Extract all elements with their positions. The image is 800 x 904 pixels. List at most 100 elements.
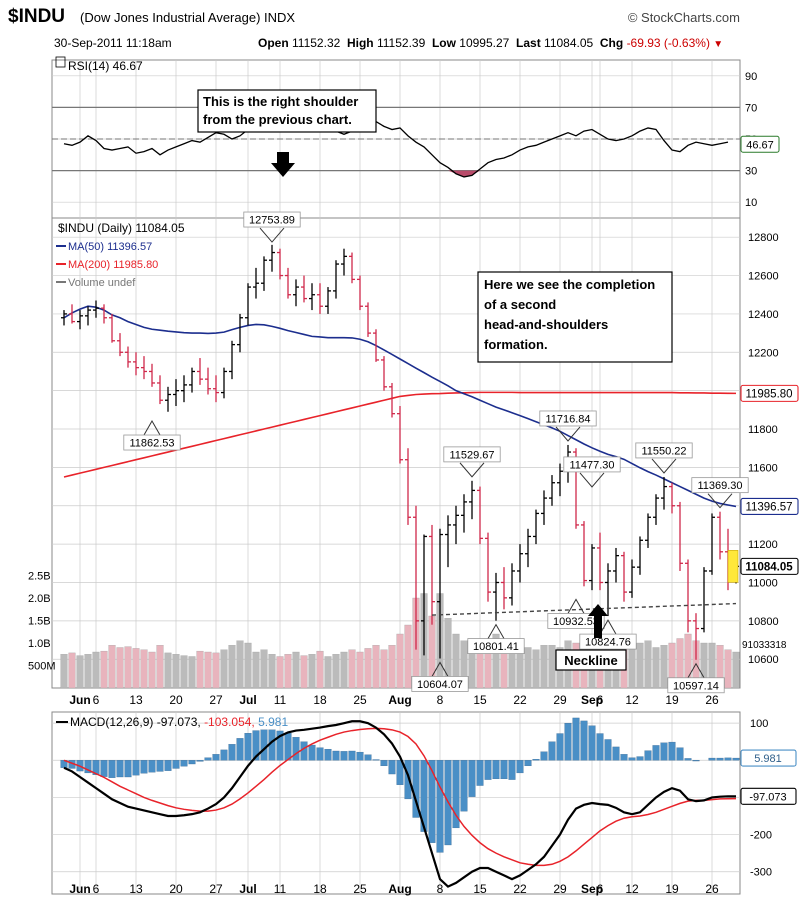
ohlc-bar <box>261 256 267 291</box>
price-tick-label: 11000 <box>748 577 778 589</box>
price-panel-frame <box>51 217 741 689</box>
ohlc-bar <box>317 283 323 314</box>
rsi-annotation-text: from the previous chart. <box>203 112 352 127</box>
ohlc-bar <box>133 352 139 376</box>
ohlc-bar <box>525 528 531 568</box>
macd-histogram-bar <box>732 757 740 761</box>
macd-histogram-bar <box>92 760 100 775</box>
ohlc-bar <box>149 363 155 387</box>
price-label: 11550.22 <box>641 445 686 457</box>
x-axis-label: 6 <box>93 882 100 896</box>
macd-histogram-bar <box>548 741 556 761</box>
x-axis-label: Aug <box>388 882 411 896</box>
ohlc-bar <box>437 528 443 659</box>
x-axis-label: 20 <box>169 882 183 896</box>
ohlc-bar <box>229 340 235 380</box>
volume-bar <box>228 645 236 689</box>
macd-histogram-bar <box>252 730 260 761</box>
macd-histogram-bar <box>460 760 468 812</box>
macd-legend-part: 5.981 <box>258 715 288 729</box>
ohlc-bar <box>237 313 243 353</box>
open-label: Open <box>258 36 289 50</box>
ohlc-bar <box>413 505 419 650</box>
ohlc-bar <box>77 310 83 330</box>
macd-histogram-bar <box>164 760 172 771</box>
x-axis-label: 26 <box>705 693 719 707</box>
ohlc-bar <box>693 613 699 660</box>
ohlc-bar <box>445 515 451 568</box>
x-axis-label: 6 <box>597 693 604 707</box>
last-value: 11084.05 <box>544 36 594 50</box>
volume-bar <box>372 645 380 689</box>
x-axis-label: Jun <box>69 693 90 707</box>
volume-bar <box>68 652 76 689</box>
rsi-oversold-fill <box>456 170 464 177</box>
ohlc-bar <box>221 367 227 399</box>
ohlc-bar <box>461 494 467 533</box>
ohlc-bar <box>349 252 355 284</box>
macd-tick-label: -200 <box>750 830 772 842</box>
macd-tag-label: -97.073 <box>749 791 786 803</box>
macd-histogram-bar <box>652 745 660 761</box>
macd-histogram-bar <box>516 760 524 774</box>
macd-histogram-bar <box>420 760 428 832</box>
ohlc-bar <box>477 486 483 545</box>
ohlc-bar <box>85 306 91 326</box>
ohlc-bar <box>333 260 339 299</box>
macd-histogram-bar <box>108 760 116 778</box>
macd-histogram-bar <box>284 733 292 761</box>
ohlc-bar <box>605 563 611 617</box>
ohlc-bar <box>109 313 115 343</box>
ohlc-bar <box>557 463 563 497</box>
volume-bar <box>116 647 124 689</box>
price-label-box <box>563 456 621 473</box>
x-axis-label: 22 <box>513 882 527 896</box>
volume-bar <box>388 645 396 689</box>
volume-bar <box>324 656 332 689</box>
ohlc-bar <box>589 544 595 591</box>
macd-histogram-bar <box>388 760 396 775</box>
volume-bar <box>548 645 556 689</box>
ohlc-bar <box>277 248 283 280</box>
price-label-leader <box>579 472 605 488</box>
volume-bar <box>332 654 340 689</box>
macd-tag-box <box>740 787 797 805</box>
x-axis-label: Sep <box>581 693 603 707</box>
x-axis-label: 20 <box>169 693 183 707</box>
x-axis-label: 29 <box>553 693 567 707</box>
macd-histogram-bar <box>308 744 316 761</box>
price-annotation-text: head-and-shoulders <box>484 317 608 332</box>
macd-histogram-bar <box>316 747 324 761</box>
ohlc-bar <box>165 386 171 412</box>
ohlc-bar <box>389 382 395 418</box>
macd-histogram-bar <box>612 746 620 761</box>
macd-histogram-bar <box>580 720 588 761</box>
ohlc-bar <box>197 358 203 385</box>
price-label-box <box>691 477 749 494</box>
brand-label[interactable]: © StockCharts.com <box>627 10 740 25</box>
ohlc-bar <box>429 524 435 625</box>
ohlc-bar <box>341 248 347 276</box>
macd-histogram-bar <box>540 751 548 761</box>
price-label-box <box>123 434 181 451</box>
rsi-line <box>63 119 729 178</box>
price-label: 11716.84 <box>545 413 590 425</box>
volume-bar <box>276 656 284 689</box>
rsi-tick-label: 30 <box>745 166 757 178</box>
volume-bar <box>260 649 268 689</box>
volume-bar <box>164 652 172 689</box>
ma50-line <box>63 305 737 508</box>
high-label: High <box>346 36 374 50</box>
volume-bar <box>628 645 636 689</box>
high-value: 11152.39 <box>376 36 426 50</box>
macd-histogram-bar <box>348 750 356 761</box>
macd-histogram-bar <box>132 760 140 776</box>
x-axis-label: 19 <box>665 693 679 707</box>
macd-histogram-bar <box>324 748 332 761</box>
macd-histogram-bar <box>660 742 668 761</box>
macd-histogram-bar <box>428 760 436 843</box>
ohlc-bar <box>357 275 363 311</box>
price-label-leader <box>651 458 677 474</box>
price-label-leader <box>259 227 285 243</box>
